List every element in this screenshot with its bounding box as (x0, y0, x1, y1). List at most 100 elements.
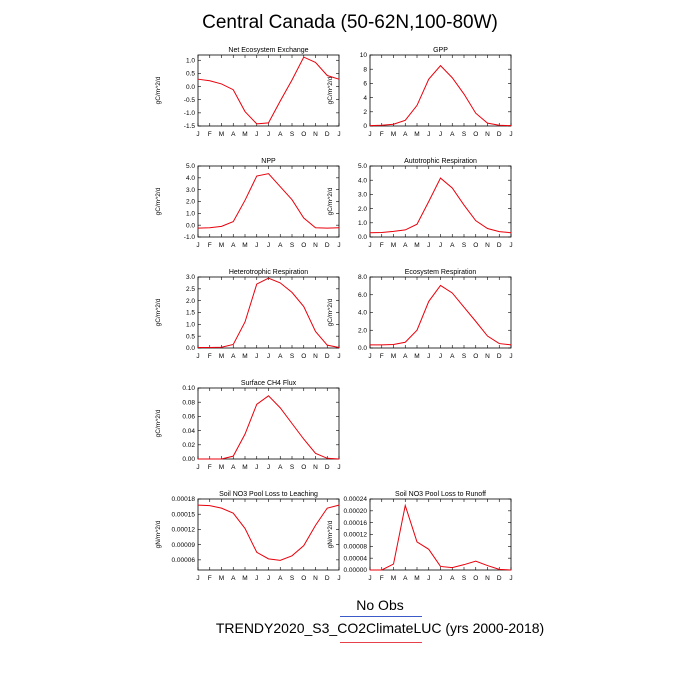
series-line (198, 277, 340, 349)
x-tick-label: M (242, 131, 247, 138)
x-tick-label: J (439, 575, 442, 582)
x-tick-label: S (462, 131, 467, 138)
y-tick-label: 5.0 (186, 163, 195, 170)
y-tick-label: 10 (360, 52, 368, 59)
x-tick-label: N (313, 242, 318, 249)
x-tick-label: J (196, 464, 199, 471)
x-tick-label: M (414, 353, 419, 360)
x-tick-label: A (278, 242, 283, 249)
chart-panel-4: Heterotrophic Respiration gC/m^2/d 0.0 0.5 1… (155, 269, 341, 360)
x-tick-label: F (208, 353, 212, 360)
x-tick-label: D (497, 575, 502, 582)
x-tick-label: J (509, 242, 512, 249)
y-tick-label: 0.00009 (172, 542, 196, 549)
y-tick-label: 2.0 (186, 199, 195, 206)
x-tick-label: A (231, 131, 236, 138)
plot-frame (197, 276, 340, 349)
panel-title: Soil NO3 Pool Loss to Leaching (219, 491, 318, 498)
y-tick-label: 0.00008 (344, 544, 368, 551)
y-tick-label: 0.00 (182, 456, 195, 463)
x-tick-label: F (208, 575, 212, 582)
x-tick-label: J (267, 131, 270, 138)
x-tick-label: J (368, 575, 371, 582)
x-tick-label: A (278, 131, 283, 138)
x-tick-label: N (485, 131, 490, 138)
x-tick-label: S (290, 575, 295, 582)
x-tick-label: A (450, 131, 455, 138)
y-tick-label: 0.00012 (344, 532, 368, 539)
x-tick-label: A (278, 464, 283, 471)
x-tick-label: S (462, 353, 467, 360)
x-tick-label: N (313, 575, 318, 582)
y-tick-label: 0.0 (358, 234, 367, 241)
y-tick-label: 2.0 (186, 298, 195, 305)
chart-panel-7: Soil NO3 Pool Loss to Leaching gN/m^2/d 0.… (155, 491, 341, 582)
x-tick-label: J (337, 464, 340, 471)
x-tick-label: F (380, 242, 384, 249)
y-tick-label: 2.0 (358, 327, 367, 334)
chart-panel-6: Surface CH4 Flux gC/m^2/d 0.00 0.02 0.04 0.06… (155, 380, 341, 471)
x-tick-label: A (403, 353, 408, 360)
x-tick-label: A (403, 131, 408, 138)
x-tick-label: M (242, 242, 247, 249)
x-tick-label: S (462, 242, 467, 249)
x-tick-label: M (391, 575, 396, 582)
x-tick-label: J (255, 242, 258, 249)
y-tick-label: 0.00006 (172, 557, 196, 564)
y-tick-label: 5.0 (358, 163, 367, 170)
x-tick-label: N (485, 575, 490, 582)
x-tick-label: S (462, 575, 467, 582)
y-tick-label: 2.0 (358, 206, 367, 213)
x-tick-label: O (301, 242, 306, 249)
legend-obs-line (340, 616, 422, 617)
x-tick-label: A (278, 575, 283, 582)
plot-frame (369, 165, 512, 238)
panel-title: Soil NO3 Pool Loss to Runoff (395, 491, 486, 498)
series-line (369, 64, 512, 127)
x-tick-label: O (301, 353, 306, 360)
series-line (197, 504, 340, 561)
y-axis-label: gC/m^2/d (327, 187, 334, 215)
y-tick-label: 1.0 (186, 322, 195, 329)
x-tick-label: M (219, 575, 224, 582)
y-tick-label: 0.0 (186, 345, 195, 352)
x-tick-label: F (380, 575, 384, 582)
y-tick-label: 0.5 (186, 71, 195, 78)
x-tick-label: D (497, 353, 502, 360)
y-tick-label: 1.5 (186, 310, 195, 317)
x-tick-label: S (290, 242, 295, 249)
x-tick-label: M (242, 353, 247, 360)
x-tick-label: J (439, 242, 442, 249)
x-tick-label: J (368, 353, 371, 360)
x-tick-label: F (380, 353, 384, 360)
x-tick-label: N (313, 464, 318, 471)
y-tick-label: 2.5 (186, 286, 195, 293)
x-tick-label: A (403, 242, 408, 249)
plot-frame (197, 387, 340, 460)
series-line (370, 284, 512, 346)
chart-panel-8: Soil NO3 Pool Loss to Runoff gN/m^2/d 0.00… (327, 491, 513, 582)
x-tick-label: A (231, 242, 236, 249)
x-tick-label: J (427, 575, 430, 582)
y-tick-label: 0.5 (186, 333, 195, 340)
x-tick-label: O (473, 131, 478, 138)
x-tick-label: J (196, 242, 199, 249)
y-tick-label: 6.0 (358, 292, 367, 299)
x-tick-label: J (196, 131, 199, 138)
y-axis-label: gC/m^2/d (327, 76, 334, 104)
x-tick-label: J (337, 131, 340, 138)
y-tick-label: 4.0 (358, 177, 367, 184)
x-tick-label: M (219, 242, 224, 249)
y-tick-label: 0.00012 (172, 527, 196, 534)
chart-panel-5: Ecosystem Respiration gC/m^2/d 0.0 2.0 4.0 6.… (327, 269, 513, 360)
series-line (370, 503, 512, 571)
y-tick-label: -1.0 (184, 110, 196, 117)
x-tick-label: J (267, 242, 270, 249)
y-tick-label: 0.0 (186, 84, 195, 91)
x-tick-label: O (473, 353, 478, 360)
x-tick-label: J (439, 353, 442, 360)
legend-model-label: TRENDY2020_S3_CO2ClimateLUC (yrs 2000-20… (215, 620, 545, 636)
y-tick-label: 2 (363, 109, 367, 116)
plot-frame (369, 498, 512, 571)
